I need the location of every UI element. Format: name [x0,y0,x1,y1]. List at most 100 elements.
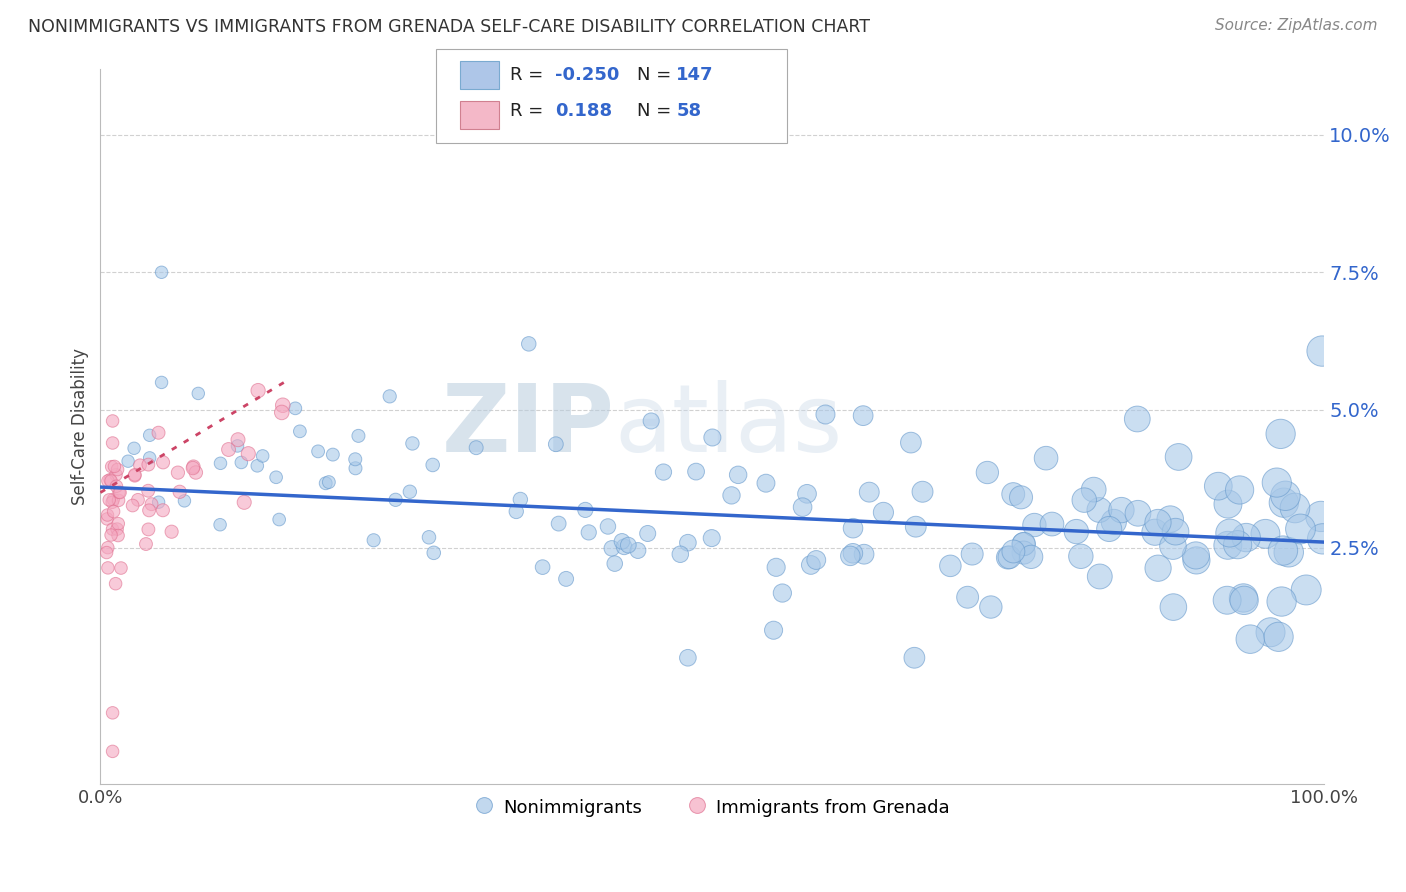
Point [762,624,785,638]
Text: Source: ZipAtlas.com: Source: ZipAtlas.com [1215,18,1378,33]
Point [318,475,340,489]
Point [727,467,749,482]
Text: R =: R = [510,66,550,84]
Point [1239,632,1261,647]
Point [1260,625,1282,640]
Point [900,435,922,450]
Point [209,456,232,470]
Point [101,414,124,428]
Point [904,519,927,533]
Point [997,550,1019,565]
Point [1073,493,1095,508]
Point [100,528,122,542]
Text: 0.188: 0.188 [555,102,613,120]
Point [173,493,195,508]
Point [1002,544,1025,558]
Point [98,492,121,507]
Point [1019,549,1042,564]
Point [627,543,650,558]
Point [1083,483,1105,497]
Point [181,461,204,475]
Point [853,547,876,561]
Point [226,433,249,447]
Point [422,458,444,472]
Point [107,516,129,531]
Point [1216,538,1239,552]
Point [284,401,307,416]
Point [150,265,173,279]
Point [238,447,260,461]
Point [1271,594,1294,608]
Point [1232,591,1254,605]
Point [107,462,129,476]
Point [465,441,488,455]
Point [252,449,274,463]
Point [676,535,699,549]
Point [976,466,998,480]
Point [1254,526,1277,541]
Point [1012,545,1035,559]
Point [1272,496,1295,510]
Point [903,650,925,665]
Point [796,487,818,501]
Point [98,473,121,487]
Point [1284,500,1306,515]
Point [517,337,540,351]
Point [1310,344,1333,359]
Point [1289,522,1312,536]
Point [1035,451,1057,466]
Point [152,503,174,517]
Point [596,519,619,533]
Point [858,485,880,500]
Point [702,430,724,444]
Point [169,484,191,499]
Text: N =: N = [637,102,676,120]
Point [269,512,291,526]
Point [150,376,173,390]
Point [148,495,170,509]
Point [1309,509,1331,524]
Point [152,455,174,469]
Point [100,459,122,474]
Point [108,485,131,500]
Point [104,467,127,482]
Point [97,561,120,575]
Point [842,521,865,535]
Point [1161,539,1184,553]
Text: N =: N = [637,66,676,84]
Point [184,466,207,480]
Point [129,458,152,473]
Point [418,530,440,544]
Text: ZIP: ZIP [441,381,614,473]
Point [167,466,190,480]
Point [246,458,269,473]
Point [1312,532,1334,546]
Point [1271,543,1294,558]
Point [652,465,675,479]
Point [1070,549,1092,564]
Point [839,549,862,563]
Point [1126,506,1149,520]
Point [101,495,124,509]
Point [1219,526,1241,541]
Point [103,459,125,474]
Point [1088,569,1111,583]
Point [1164,524,1187,539]
Point [1024,518,1046,533]
Point [135,537,157,551]
Point [676,650,699,665]
Point [1147,516,1170,530]
Point [505,504,527,518]
Text: NONIMMIGRANTS VS IMMIGRANTS FROM GRENADA SELF-CARE DISABILITY CORRELATION CHART: NONIMMIGRANTS VS IMMIGRANTS FROM GRENADA… [28,18,870,36]
Point [1002,487,1025,501]
Point [998,550,1021,565]
Point [218,442,240,457]
Point [138,428,160,442]
Point [96,508,118,522]
Point [720,488,742,502]
Point [127,492,149,507]
Point [1159,512,1181,526]
Point [814,408,837,422]
Text: atlas: atlas [614,381,842,473]
Point [97,541,120,555]
